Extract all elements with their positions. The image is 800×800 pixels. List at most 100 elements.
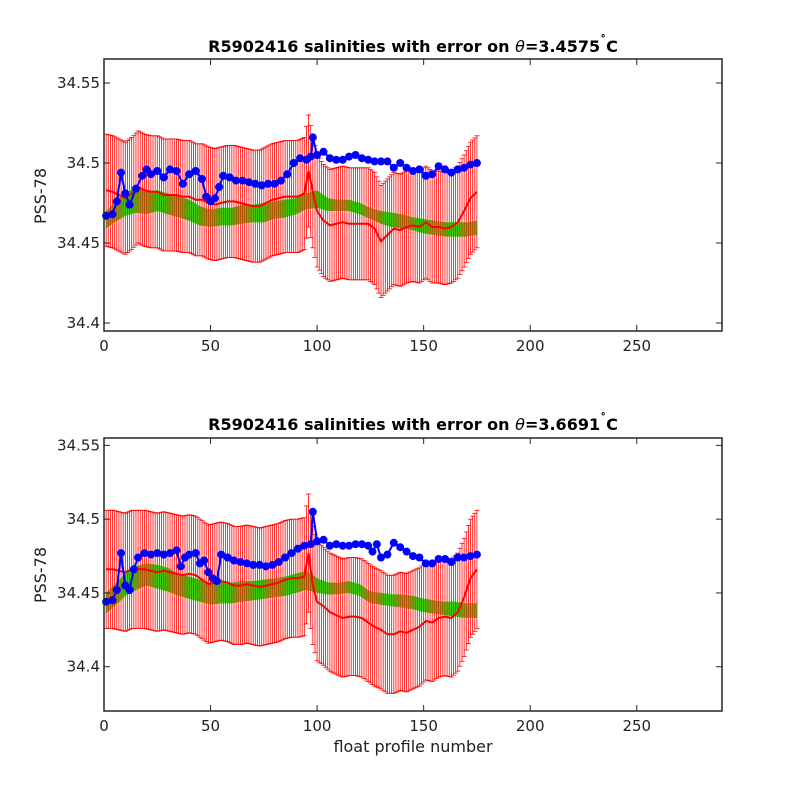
panel-2-ticks: 0 50 100 150 200 250 34.4 34.45 34.5 34.55 [57,436,722,735]
band-overlap-tint [106,563,477,618]
blue-marker [200,556,209,565]
blue-marker [270,179,279,188]
blue-marker [383,550,392,559]
x-tick-label: 0 [99,717,109,735]
blue-marker [472,159,481,167]
blue-marker [364,155,373,164]
blue-marker [296,154,305,163]
blue-marker [293,544,302,553]
x-tick-label: 0 [99,337,109,355]
blue-marker [166,549,175,558]
blue-marker [140,549,149,558]
blue-marker [215,183,224,191]
red-line [105,170,478,244]
blue-marker [212,577,221,586]
blue-marker [357,540,366,549]
blue-marker [364,541,373,550]
blue-marker [306,540,315,549]
y-tick-label: 34.55 [57,436,100,454]
blue-marker [308,133,317,142]
band-overlap-tint [106,188,477,237]
blue-marker [210,194,219,203]
blue-marker [409,552,417,561]
blue-marker [281,553,290,562]
blue-marker [466,160,475,169]
blue-marker [325,154,334,163]
blue-marker [332,540,341,549]
blue-marker [287,549,296,558]
blue-marker [466,552,475,561]
blue-marker [313,151,322,159]
blue-marker [138,171,147,180]
blue-marker [421,559,430,568]
panel-1-title: R5902416 salinities with error on θ=3.45… [208,33,618,56]
y-tick-label: 34.45 [57,234,100,252]
blue-marker [255,560,264,569]
blue-marker [185,170,194,179]
blue-marker [172,167,181,175]
blue-marker [159,173,168,182]
blue-marker [368,547,377,556]
blue-marker [225,173,234,182]
blue-marker [219,171,228,180]
y-tick-label: 34.5 [67,510,100,528]
blue-marker [172,546,181,555]
blue-marker [415,553,424,562]
blue-marker [421,171,430,180]
blue-marker [313,537,322,546]
x-tick-label: 250 [622,717,651,735]
blue-marker [345,541,354,550]
blue-marker [453,553,462,562]
blue-marker [389,538,398,547]
blue-marker [434,162,443,171]
blue-marker [125,586,134,594]
blue-marker [238,176,247,185]
blue-marker [447,558,456,566]
blue-marker [134,553,143,562]
blue-marker [223,553,232,562]
blue-marker [251,179,260,188]
panel-1-axes-box [103,58,723,332]
blue-marker [153,167,162,175]
x-tick-label: 200 [516,717,545,735]
blue-marker [306,152,315,161]
blue-marker [377,157,385,166]
panel-1-plot-area [102,114,481,298]
blue-marker [112,586,121,594]
x-tick-label: 150 [409,337,438,355]
x-tick-label: 50 [201,337,220,355]
blue-marker [453,165,462,174]
blue-marker [176,562,185,571]
blue-marker [132,184,140,193]
blue-marker [117,168,125,177]
x-tick-label: 50 [201,717,220,735]
blue-marker [230,556,238,565]
blue-marker [472,550,481,559]
blue-marker [244,178,253,187]
blue-marker [108,210,117,219]
blue-marker [428,559,437,568]
blue-marker [112,197,121,206]
blue-marker [351,540,360,549]
blue-marker [319,535,328,544]
blue-marker [249,560,258,569]
blue-marker [389,163,398,172]
y-tick-label: 34.45 [57,584,100,602]
y-tick-label: 34.4 [67,658,100,676]
blue-marker [108,596,117,605]
blue-marker [242,559,251,568]
panel-1: R5902416 salinities with error on θ=3.45… [31,33,723,355]
blue-marker [402,163,411,172]
panel-2-ylabel: PSS-78 [31,547,50,603]
blue-marker [276,176,285,185]
x-tick-label: 100 [303,717,332,735]
blue-marker [338,155,347,164]
blue-marker [289,159,298,167]
x-tick-label: 200 [516,337,545,355]
blue-marker [159,550,168,559]
panel-2-axes-box [103,437,723,712]
blue-marker [146,170,155,179]
panel-2: R5902416 salinities with error on θ=3.66… [31,411,723,756]
blue-marker [121,189,130,198]
